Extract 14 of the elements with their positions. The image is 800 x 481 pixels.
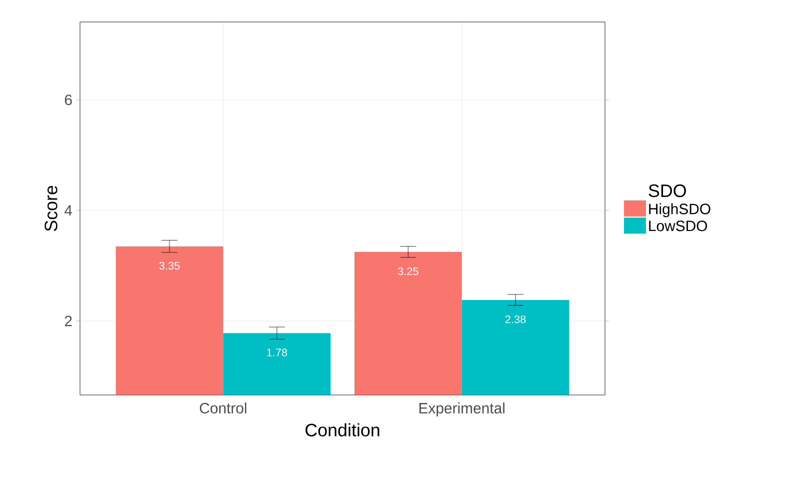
x-axis-title: Condition xyxy=(306,423,380,436)
y-tick-label: 2 xyxy=(64,316,72,326)
y-tick-label: 6 xyxy=(64,94,72,106)
y-axis-title: Score xyxy=(44,186,58,232)
x-tick-label: Experimental xyxy=(419,402,504,416)
x-tick-label: Control xyxy=(200,402,246,414)
data-label: 3.25 xyxy=(398,267,418,276)
data-label: 3.35 xyxy=(159,262,180,270)
data-label: 2.38 xyxy=(505,315,526,324)
legend-title: SDO xyxy=(648,184,686,198)
legend-label: LowSDO xyxy=(649,220,708,232)
legend-label: HighSDO xyxy=(649,203,710,218)
y-tick-label: 4 xyxy=(64,205,72,216)
data-label: 1.78 xyxy=(267,348,288,356)
